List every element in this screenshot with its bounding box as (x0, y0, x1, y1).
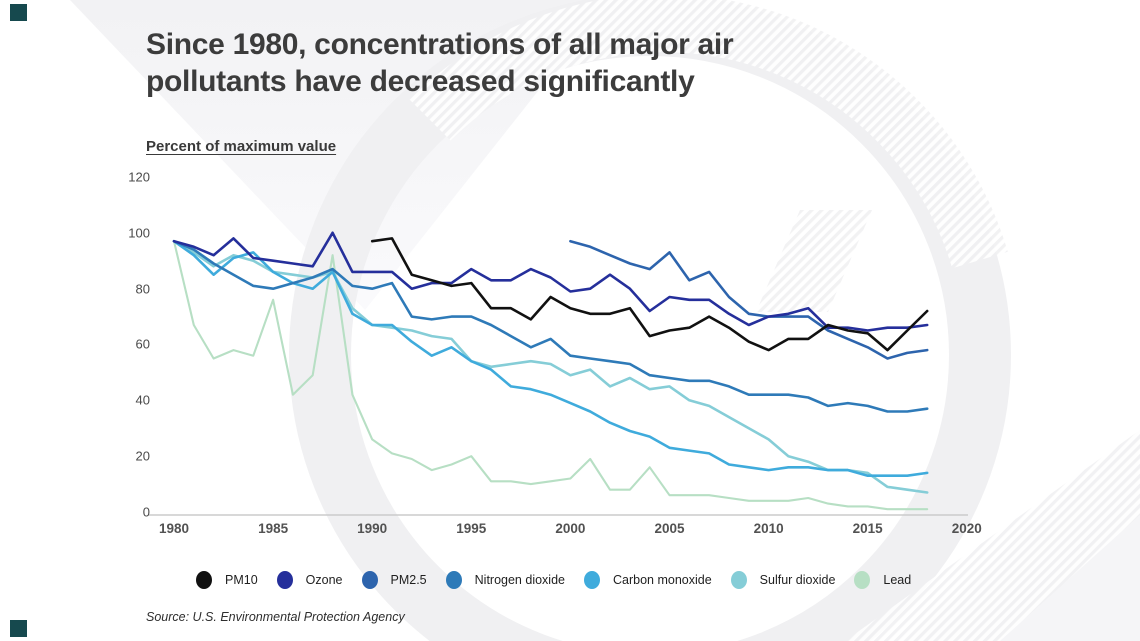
legend-marker-icon (730, 571, 747, 589)
series-line-carbon-monoxide (172, 239, 929, 478)
legend-label: PM2.5 (390, 573, 427, 587)
x-tick-1995: 1995 (456, 521, 487, 536)
legend-marker-icon (276, 571, 293, 589)
legend-label: Nitrogen dioxide (474, 573, 565, 587)
legend-label: Lead (883, 573, 912, 587)
legend-item-carbon-monoxide: Carbon monoxide (583, 571, 712, 589)
y-tick-100: 100 (128, 225, 150, 241)
x-tick-2020: 2020 (951, 521, 982, 536)
y-tick-120: 120 (128, 169, 150, 185)
x-tick-1985: 1985 (258, 521, 289, 536)
series-line-sulfur-dioxide (172, 239, 929, 494)
hatched-arc-top (409, 0, 1008, 269)
source-attribution: Source: U.S. Environmental Protection Ag… (146, 610, 405, 624)
y-axis-unit-label: Percent of maximum value (146, 138, 337, 155)
y-tick-20: 20 (135, 448, 150, 464)
series-line-pm10 (370, 237, 929, 352)
series-line-lead (172, 240, 929, 511)
x-tick-2000: 2000 (555, 521, 586, 536)
legend-item-pm2-5: PM2.5 (361, 571, 427, 589)
chart-legend: PM10 Ozone PM2.5 Nitrogen dioxide Carbon mon… (196, 569, 986, 591)
legend-label: PM10 (225, 573, 258, 587)
x-tick-1990: 1990 (357, 521, 388, 536)
legend-marker-icon (445, 571, 462, 589)
hatched-corner-shape (845, 430, 1140, 641)
y-tick-40: 40 (135, 392, 150, 408)
series-line-ozone (172, 231, 929, 332)
legend-marker-icon (361, 571, 378, 589)
legend-marker-icon (583, 571, 600, 589)
legend-label: Sulfur dioxide (759, 573, 836, 587)
series-line-nitrogen-dioxide (172, 239, 929, 413)
legend-item-nitrogen-dioxide: Nitrogen dioxide (445, 571, 565, 589)
chart-title: Since 1980, concentrations of all major … (146, 26, 966, 100)
series-line-pm2-5 (569, 239, 929, 360)
x-tick-1980: 1980 (158, 521, 190, 536)
x-tick-2010: 2010 (753, 521, 784, 536)
legend-label: Ozone (305, 573, 343, 587)
hatched-band-shape (756, 210, 872, 312)
legend-label: Carbon monoxide (612, 573, 712, 587)
legend-marker-icon (854, 571, 871, 589)
brand-accent-square-bottom (10, 620, 27, 637)
y-tick-0: 0 (142, 504, 150, 520)
legend-item-sulfur-dioxide: Sulfur dioxide (730, 571, 836, 589)
legend-marker-icon (196, 571, 212, 589)
x-tick-2015: 2015 (852, 521, 883, 536)
y-tick-60: 60 (135, 336, 150, 352)
legend-item-lead: Lead (854, 571, 911, 589)
chart-title-line-2: pollutants have decreased significantly (146, 65, 695, 98)
brand-accent-square-top (10, 4, 27, 21)
legend-item-ozone: Ozone (276, 571, 343, 589)
legend-item-pm10: PM10 (196, 571, 258, 589)
y-tick-80: 80 (135, 281, 150, 297)
x-tick-2005: 2005 (654, 521, 685, 536)
chart-title-line-1: Since 1980, concentrations of all major … (146, 28, 734, 61)
